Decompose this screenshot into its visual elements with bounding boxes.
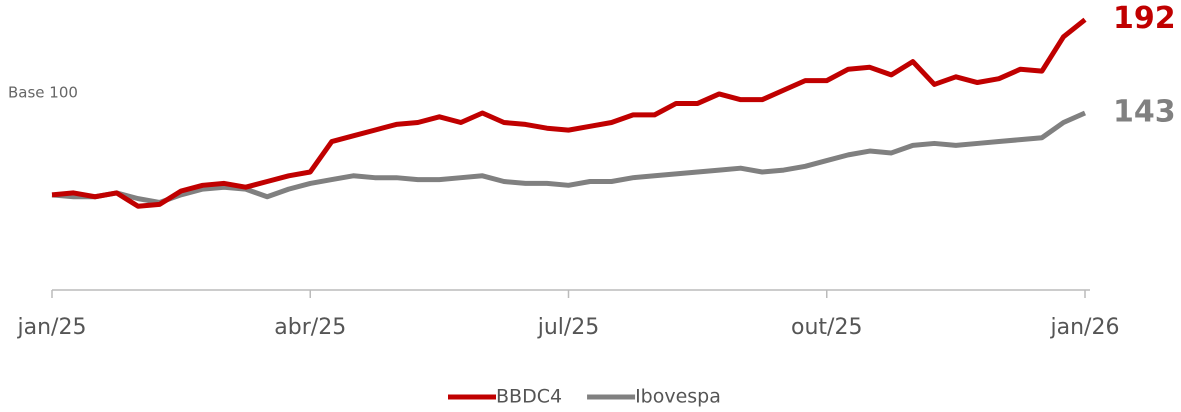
series-line [51, 17, 1087, 209]
x-tick-label: jan/25 [17, 315, 87, 340]
legend-label: Ibovespa [635, 386, 721, 408]
end-label: 143 [1113, 94, 1176, 129]
x-tick-label: jan/26 [1050, 315, 1120, 340]
x-tick-label: out/25 [791, 315, 862, 340]
x-tick-label: jul/25 [537, 315, 600, 340]
series-line [51, 110, 1087, 205]
y-label: Base 100 [8, 84, 78, 102]
x-tick-label: abr/25 [274, 315, 346, 340]
legend-label: BBDC4 [496, 386, 562, 408]
end-label: 192 [1113, 1, 1176, 36]
